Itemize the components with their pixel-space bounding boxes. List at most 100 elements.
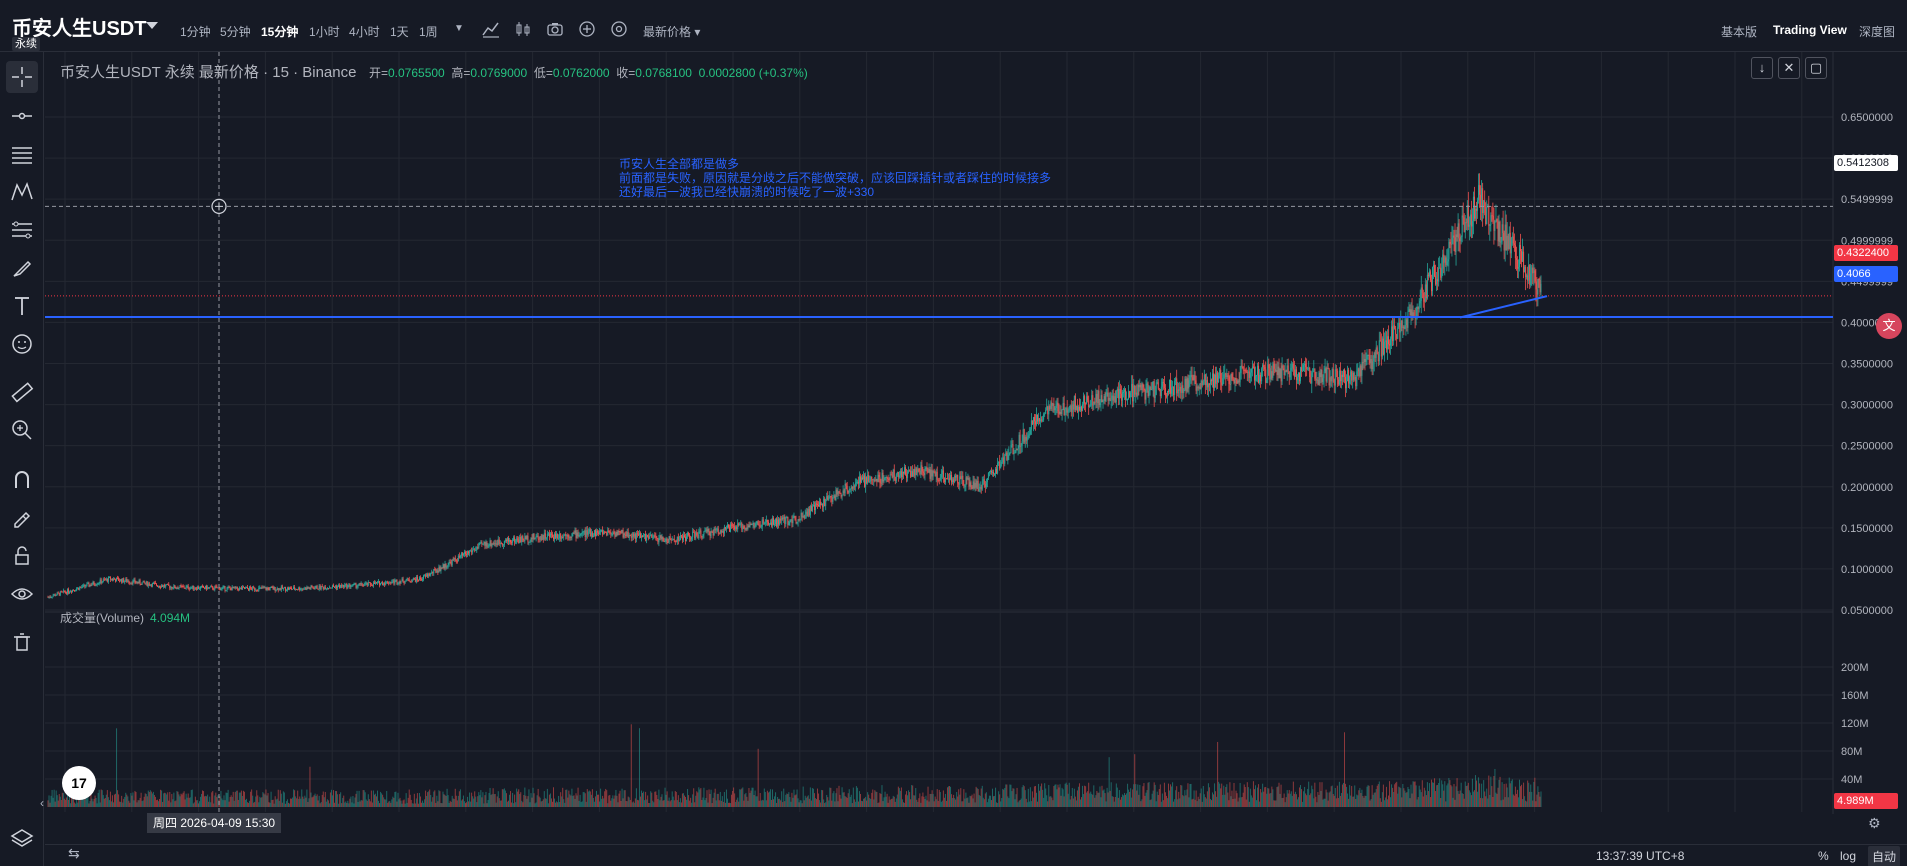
candle-body <box>1460 236 1462 242</box>
candle-body <box>342 585 344 587</box>
view-basic[interactable]: 基本版 <box>1721 25 1758 39</box>
candle-body <box>1393 325 1395 342</box>
candle-body <box>702 534 704 537</box>
volume-bar <box>1341 784 1343 807</box>
candle-body <box>906 474 908 478</box>
volume-bar <box>246 798 248 807</box>
collapse-panel-icon[interactable]: ‹ <box>40 796 44 810</box>
log-toggle[interactable]: log <box>1840 849 1857 863</box>
chart-area[interactable]: 0.65000000.60000000.54999990.49999990.44… <box>45 52 1907 814</box>
timeframe-1h[interactable]: 1小时 <box>309 25 340 39</box>
volume-bar <box>912 785 914 807</box>
channel-lines-icon[interactable] <box>6 138 38 170</box>
volume-bar <box>737 797 739 807</box>
fullscreen-icon[interactable]: ▢ <box>1805 57 1827 79</box>
price-chart[interactable]: 0.65000000.60000000.54999990.49999990.44… <box>45 52 1907 814</box>
candle-body <box>924 468 926 476</box>
percent-toggle[interactable]: % <box>1818 849 1829 863</box>
volume-bar <box>1400 788 1402 807</box>
crosshair-icon[interactable] <box>6 61 38 93</box>
volume-bar <box>565 789 567 807</box>
view-depth[interactable]: 深度图 <box>1859 25 1896 39</box>
candle-body <box>1529 265 1531 286</box>
ruler-icon[interactable] <box>6 376 38 408</box>
candle-body <box>399 581 401 584</box>
timeframe-1m[interactable]: 1分钟 <box>180 25 211 39</box>
magnet-icon[interactable] <box>6 464 38 496</box>
volume-bar <box>957 796 959 807</box>
volume-bar <box>1072 798 1074 807</box>
timeframe-4h[interactable]: 4小时 <box>349 25 380 39</box>
volume-bar <box>124 796 126 807</box>
candle-body <box>445 563 447 568</box>
more-timeframes-icon[interactable]: ▼ <box>454 23 464 34</box>
candle-body <box>1428 271 1430 276</box>
view-tradingview[interactable]: Trading View <box>1773 23 1847 37</box>
calendar-icon[interactable]: ⇆ <box>68 845 80 861</box>
symbol-title[interactable]: 币安人生USDT <box>12 18 147 40</box>
scroll-down-icon[interactable]: ↓ <box>1751 57 1773 79</box>
fib-tool-icon[interactable] <box>6 214 38 246</box>
volume-bar <box>1360 792 1362 807</box>
candle-body <box>1497 220 1499 242</box>
candle-body <box>1463 217 1465 232</box>
candle-body <box>306 587 308 590</box>
candle-body <box>1372 361 1374 370</box>
volume-bar <box>1253 789 1255 807</box>
lock-draw-icon[interactable] <box>6 502 38 534</box>
volume-bar <box>316 794 318 807</box>
eye-icon[interactable] <box>6 578 38 610</box>
zoom-icon[interactable] <box>6 414 38 446</box>
candle-body <box>169 585 171 589</box>
brush-icon[interactable] <box>6 252 38 284</box>
candle-body <box>1051 402 1053 406</box>
volume-bar <box>1481 783 1483 807</box>
timeframe-15m[interactable]: 15分钟 <box>261 25 299 39</box>
text-icon[interactable] <box>6 290 38 322</box>
volume-bar <box>844 796 846 807</box>
candle-body <box>183 586 185 588</box>
lock-icon[interactable] <box>6 540 38 572</box>
add-icon[interactable] <box>577 19 597 39</box>
volume-bar <box>1030 801 1032 807</box>
volume-bar <box>1260 788 1262 807</box>
candle-body <box>461 553 463 556</box>
volume-bar <box>516 788 518 807</box>
emoji-icon[interactable] <box>6 328 38 360</box>
candle-body <box>347 585 349 589</box>
auto-scale-button[interactable]: 自动 <box>1868 846 1901 866</box>
collapse-icon[interactable]: ✕ <box>1778 57 1800 79</box>
timeframe-5m[interactable]: 5分钟 <box>220 25 251 39</box>
candle-body <box>1511 236 1513 238</box>
volume-bar <box>897 786 899 807</box>
candle-body <box>1084 396 1086 404</box>
candle-body <box>944 478 946 483</box>
candle-type-icon[interactable] <box>513 19 533 39</box>
candle-body <box>733 525 735 527</box>
volume-bar <box>1285 797 1287 807</box>
horizontal-line-icon[interactable] <box>6 100 38 132</box>
timeframe-1w[interactable]: 1周 <box>419 25 438 39</box>
candle-body <box>870 476 872 482</box>
volume-bar <box>558 795 560 807</box>
translate-icon[interactable]: 文 <box>1876 313 1902 339</box>
symbol-dropdown-icon[interactable] <box>146 22 158 29</box>
settings-icon[interactable] <box>609 19 629 39</box>
chart-note[interactable]: 币安人生全部都是做多 前面都是失败，原因就是分歧之后不能做突破，应该回踩插针或者… <box>619 157 1051 199</box>
trash-icon[interactable] <box>6 626 38 658</box>
layers-icon[interactable] <box>6 822 38 854</box>
volume-bar <box>1168 783 1169 807</box>
volume-bar <box>623 790 625 807</box>
timeframe-1d[interactable]: 1天 <box>390 25 409 39</box>
indicators-icon[interactable] <box>481 19 501 39</box>
candle-body <box>1481 188 1483 207</box>
price-type-dropdown[interactable]: 最新价格 ▾ <box>643 25 701 39</box>
pattern-tool-icon[interactable] <box>6 176 38 208</box>
volume-bar <box>840 798 842 807</box>
volume-bar <box>647 795 649 807</box>
camera-icon[interactable] <box>545 19 565 39</box>
axis-settings-icon[interactable]: ⚙ <box>1868 815 1881 831</box>
volume-bar <box>1523 782 1525 807</box>
volume-bar <box>859 793 861 807</box>
volume-bar <box>1279 793 1281 807</box>
